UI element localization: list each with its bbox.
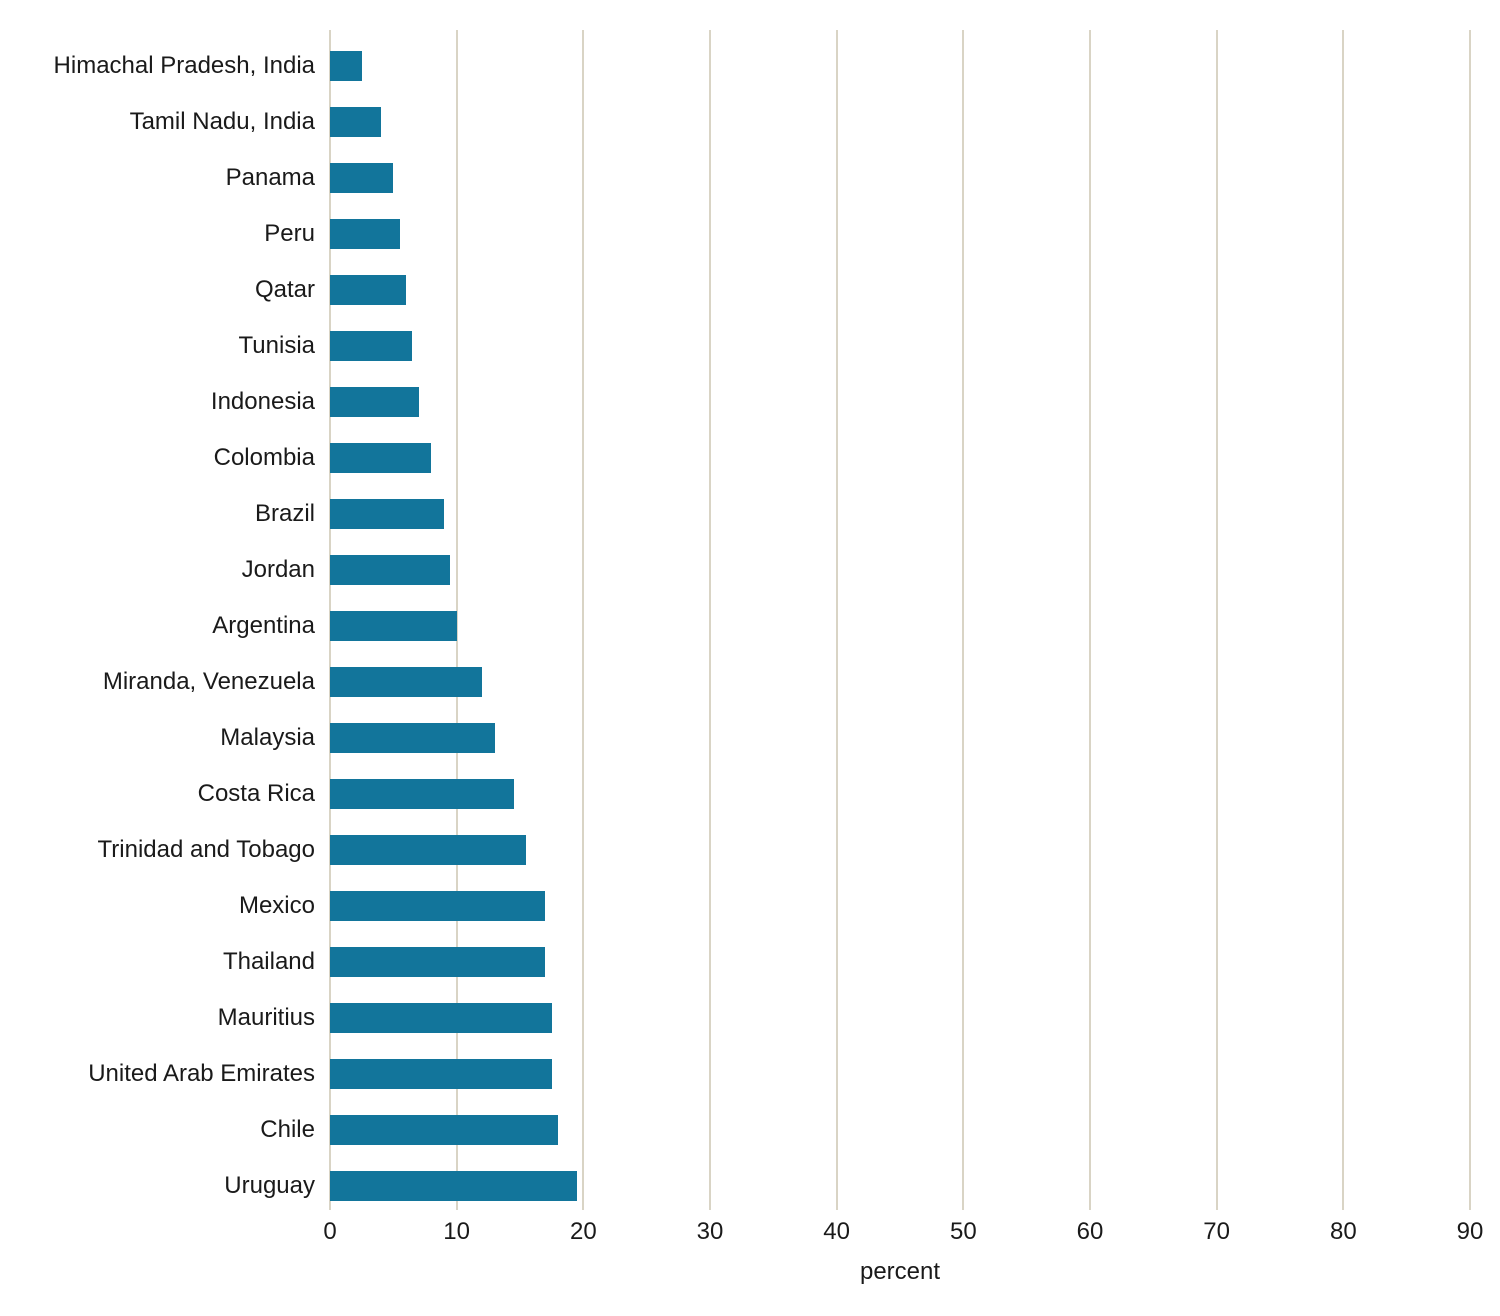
bar-row xyxy=(330,219,1470,249)
x-tick-label: 50 xyxy=(950,1218,977,1246)
category-label: Chile xyxy=(20,1115,315,1145)
category-label: Trinidad and Tobago xyxy=(20,835,315,865)
category-label: Mauritius xyxy=(20,1003,315,1033)
bar xyxy=(330,779,514,809)
category-label: Himachal Pradesh, India xyxy=(20,51,315,81)
bar-row xyxy=(330,947,1470,977)
bar xyxy=(330,443,431,473)
bar-row xyxy=(330,1059,1470,1089)
bar-row xyxy=(330,779,1470,809)
category-label: Malaysia xyxy=(20,723,315,753)
bar-row xyxy=(330,51,1470,81)
bar xyxy=(330,1059,552,1089)
bar-row xyxy=(330,387,1470,417)
bar xyxy=(330,1171,577,1201)
bar-row xyxy=(330,499,1470,529)
bar-row xyxy=(330,1171,1470,1201)
x-tick-label: 0 xyxy=(323,1218,336,1246)
bar-row xyxy=(330,1115,1470,1145)
bar-row xyxy=(330,331,1470,361)
category-label: United Arab Emirates xyxy=(20,1059,315,1089)
bar-row xyxy=(330,667,1470,697)
bar xyxy=(330,891,545,921)
bar xyxy=(330,555,450,585)
x-tick-label: 40 xyxy=(823,1218,850,1246)
bar-row xyxy=(330,107,1470,137)
bar xyxy=(330,331,412,361)
plot-area xyxy=(330,30,1470,1210)
category-label: Panama xyxy=(20,163,315,193)
bar xyxy=(330,667,482,697)
bar xyxy=(330,947,545,977)
category-label: Miranda, Venezuela xyxy=(20,667,315,697)
bar-row xyxy=(330,555,1470,585)
bar-row xyxy=(330,891,1470,921)
bar xyxy=(330,499,444,529)
x-tick-label: 60 xyxy=(1077,1218,1104,1246)
bar xyxy=(330,219,400,249)
x-tick-label: 20 xyxy=(570,1218,597,1246)
bar-row xyxy=(330,835,1470,865)
category-label: Argentina xyxy=(20,611,315,641)
bar xyxy=(330,611,457,641)
category-label: Jordan xyxy=(20,555,315,585)
bar-row xyxy=(330,1003,1470,1033)
bar-row xyxy=(330,723,1470,753)
category-label: Brazil xyxy=(20,499,315,529)
bar xyxy=(330,1003,552,1033)
category-label: Indonesia xyxy=(20,387,315,417)
bar xyxy=(330,835,526,865)
category-label: Peru xyxy=(20,219,315,249)
x-tick-label: 70 xyxy=(1203,1218,1230,1246)
x-tick-label: 90 xyxy=(1457,1218,1484,1246)
category-label: Costa Rica xyxy=(20,779,315,809)
category-label: Tunisia xyxy=(20,331,315,361)
bar-row xyxy=(330,275,1470,305)
x-tick-label: 30 xyxy=(697,1218,724,1246)
bar xyxy=(330,387,419,417)
bar xyxy=(330,107,381,137)
bar xyxy=(330,723,495,753)
bar xyxy=(330,275,406,305)
category-label: Uruguay xyxy=(20,1171,315,1201)
category-label: Colombia xyxy=(20,443,315,473)
bar-row xyxy=(330,611,1470,641)
x-axis-title: percent xyxy=(330,1258,1470,1286)
bar-row xyxy=(330,163,1470,193)
x-tick-label: 10 xyxy=(443,1218,470,1246)
bar xyxy=(330,51,362,81)
bar-row xyxy=(330,443,1470,473)
x-tick-label: 80 xyxy=(1330,1218,1357,1246)
category-label: Qatar xyxy=(20,275,315,305)
bar-chart: percent 0102030405060708090Himachal Prad… xyxy=(20,20,1480,1296)
category-label: Thailand xyxy=(20,947,315,977)
bar xyxy=(330,163,393,193)
bar xyxy=(330,1115,558,1145)
category-label: Mexico xyxy=(20,891,315,921)
category-label: Tamil Nadu, India xyxy=(20,107,315,137)
